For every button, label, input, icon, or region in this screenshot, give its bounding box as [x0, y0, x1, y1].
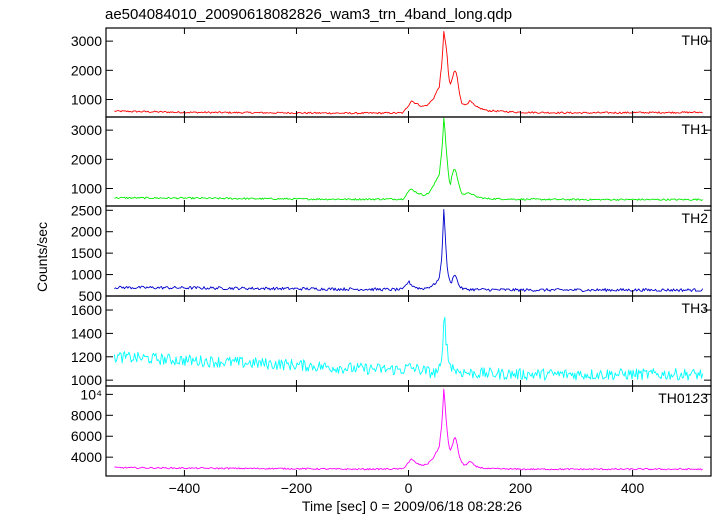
panel-label: TH2	[682, 210, 709, 226]
y-tick-label: 2500	[71, 202, 102, 218]
panel-th3: 1000 1200 1400 1600 TH3	[71, 295, 712, 388]
y-tick-label: 10⁴	[80, 386, 102, 402]
y-tick-label: 1000	[71, 372, 102, 388]
series-line-th0	[114, 30, 703, 115]
panel-frame	[105, 295, 712, 387]
y-tick-label: 1200	[71, 349, 102, 365]
panel-th1: 1000 2000 3000 TH1	[71, 116, 712, 207]
x-axis-label: Time [sec] 0 = 2009/06/18 08:28:26	[302, 498, 522, 514]
x-tick-label: 0	[405, 480, 413, 496]
panel-th0123: 4000 6000 8000 10⁴ TH0123	[71, 385, 712, 477]
y-tick-label: 4000	[71, 449, 102, 465]
x-tick-label: 400	[621, 480, 645, 496]
x-tick-label: −200	[281, 480, 313, 496]
panel-label: TH3	[682, 300, 709, 316]
x-tick-label: 200	[509, 480, 533, 496]
panel-th0: 1000 2000 3000 TH0	[71, 27, 712, 118]
y-tick-label: 3000	[71, 33, 102, 49]
series-line-th0123	[114, 388, 703, 471]
y-tick-label: 3000	[71, 122, 102, 138]
y-tick-label: 500	[79, 288, 103, 304]
y-axis-label: Counts/sec	[34, 222, 50, 292]
y-tick-label: 2000	[71, 151, 102, 167]
y-tick-label: 1000	[71, 267, 102, 283]
y-tick-label: 1000	[71, 91, 102, 107]
series-line-th1	[114, 117, 703, 201]
y-tick-label: 1000	[71, 180, 102, 196]
y-tick-label: 1500	[71, 245, 102, 261]
panel-stack: 1000 2000 3000 TH0 1000 2000 3000 TH1 500 1000 150…	[71, 27, 712, 477]
series-line-th2	[114, 208, 703, 292]
y-tick-label: 2000	[71, 62, 102, 78]
x-tick-label: −400	[169, 480, 201, 496]
y-tick-label: 8000	[71, 407, 102, 423]
y-tick-label: 2000	[71, 224, 102, 240]
series-line-th3	[113, 316, 704, 381]
y-tick-label: 1600	[71, 302, 102, 318]
panel-frame	[105, 116, 712, 207]
y-tick-label: 1400	[71, 325, 102, 341]
y-tick-label: 6000	[71, 428, 102, 444]
chart-title: ae504084010_20090618082826_wam3_trn_4ban…	[105, 6, 512, 23]
panel-label: TH0	[682, 32, 709, 48]
x-axis: −400 −200 0 200 400	[169, 480, 645, 496]
panel-th2: 500 1000 1500 2000 2500 TH2	[71, 202, 712, 304]
panel-frame	[105, 27, 712, 118]
panel-label: TH0123	[658, 390, 708, 406]
panel-label: TH1	[682, 121, 709, 137]
